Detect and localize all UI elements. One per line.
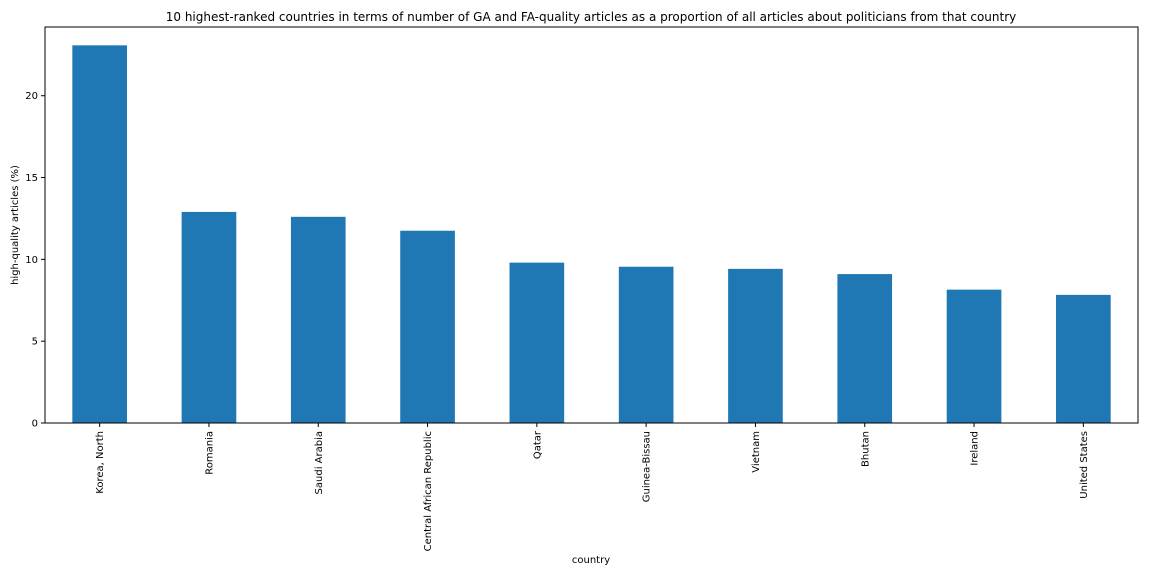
- bar: [509, 262, 565, 423]
- x-tick-label: Romania: [204, 431, 215, 475]
- x-tick-label: Qatar: [532, 430, 543, 459]
- plot-frame: [44, 26, 1139, 424]
- bar: [837, 274, 893, 423]
- y-axis-label: high-quality articles (%): [10, 165, 21, 285]
- x-tick-label: Bhutan: [860, 431, 871, 467]
- y-tick-label: 10: [25, 255, 38, 266]
- y-tick-label: 5: [32, 337, 38, 348]
- bar: [290, 216, 346, 423]
- x-tick-label: Saudi Arabia: [314, 431, 325, 494]
- x-axis-label: country: [572, 555, 610, 566]
- x-tick-label: Vietnam: [751, 431, 762, 473]
- bar: [618, 266, 674, 423]
- y-tick-label: 0: [32, 419, 38, 430]
- bar: [1056, 294, 1111, 423]
- bar: [72, 45, 127, 423]
- bar: [181, 211, 237, 423]
- bar: [728, 268, 783, 423]
- x-tick-label: United States: [1079, 431, 1090, 499]
- chart-title: 10 highest-ranked countries in terms of …: [166, 10, 1017, 24]
- x-tick-label: Guinea-Bissau: [642, 431, 653, 502]
- bars-layer: [72, 45, 1111, 423]
- y-axis-ticks: 0 5 10 15 20: [25, 91, 45, 430]
- x-tick-label: Korea, North: [95, 431, 106, 494]
- bar: [400, 230, 455, 423]
- x-tick-label: Ireland: [970, 431, 981, 466]
- x-axis-ticks: Korea, North Romania Saudi Arabia Central A…: [95, 423, 1090, 551]
- bar: [946, 289, 1002, 423]
- y-tick-label: 20: [25, 91, 38, 102]
- y-tick-label: 15: [25, 173, 38, 184]
- x-tick-label: Central African Republic: [423, 431, 434, 551]
